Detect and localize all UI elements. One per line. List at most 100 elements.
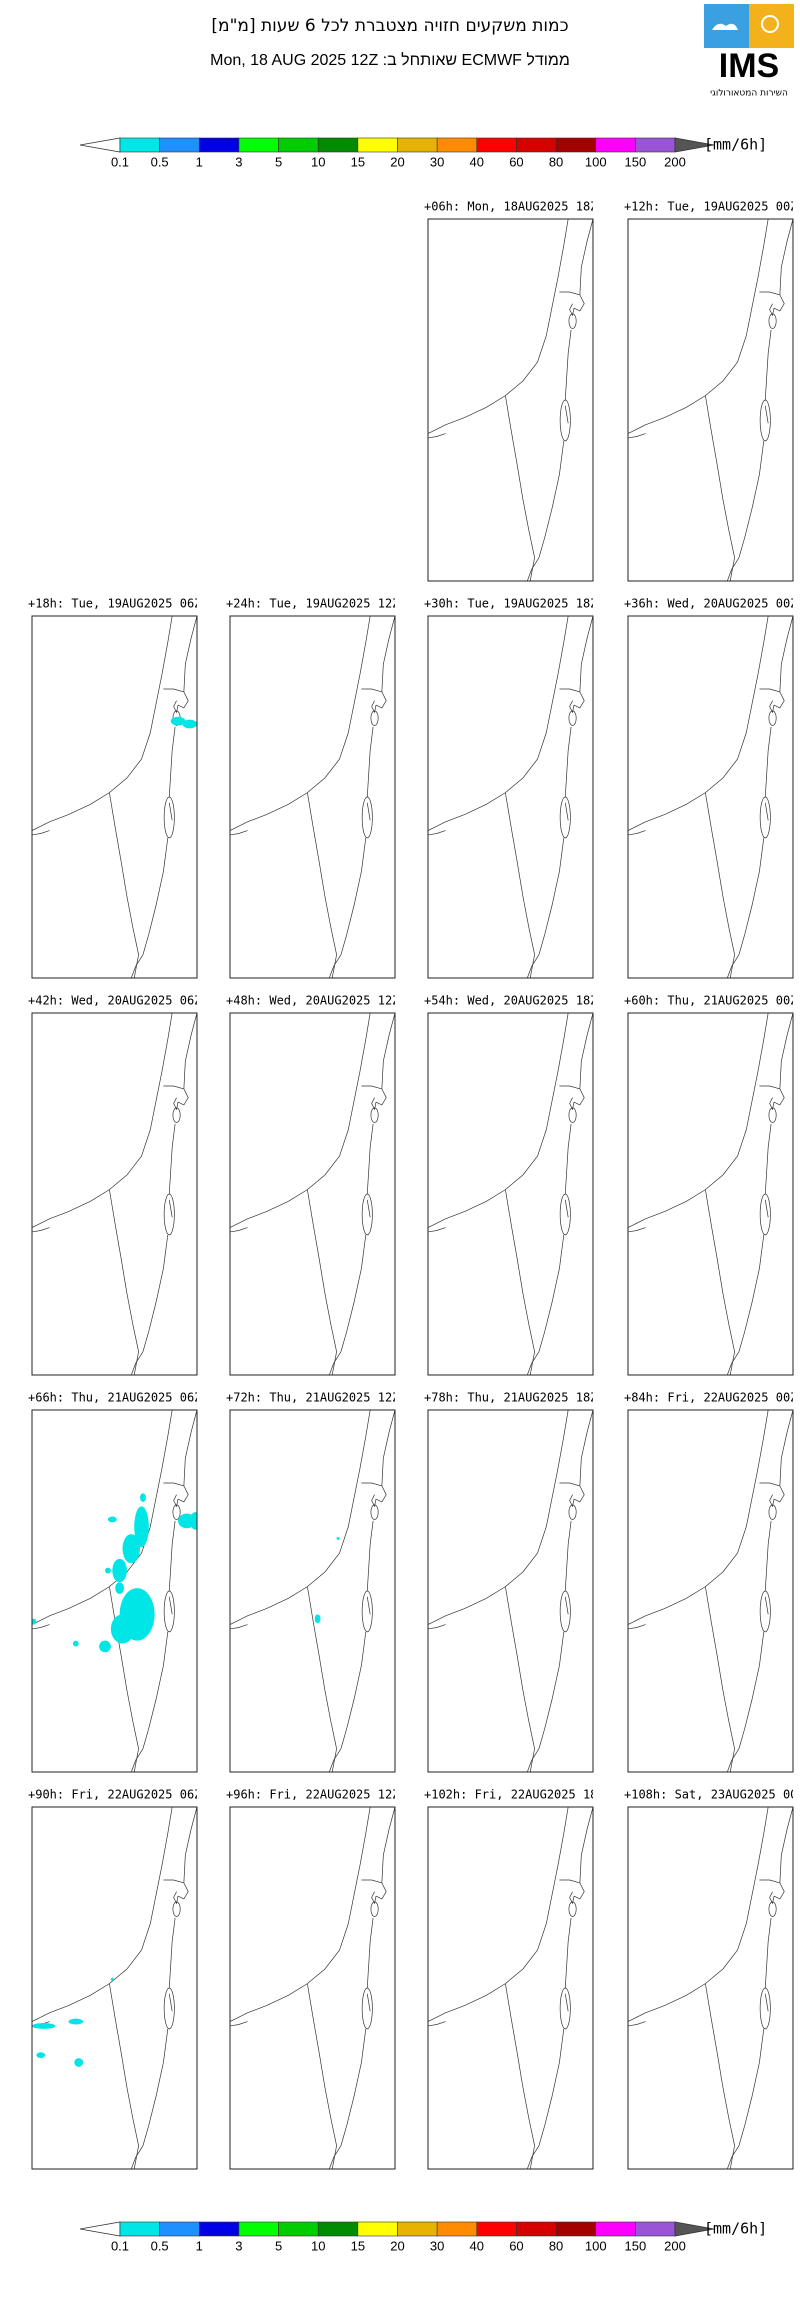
colorbar-label: 150 <box>625 2238 647 2253</box>
map-panel <box>32 616 197 978</box>
panel-label-box: +48h: Wed, 20AUG2025 12Z <box>226 994 399 1008</box>
colorbar-label: 10 <box>311 154 325 169</box>
map-panel <box>628 1410 793 1772</box>
logo: IMS השירות המטאורולוגי <box>704 4 794 99</box>
precip-area <box>189 1512 197 1530</box>
precip-area <box>107 1516 117 1523</box>
panel-frame <box>229 1409 396 1773</box>
precip-area <box>314 1614 321 1624</box>
map-panel <box>628 616 793 978</box>
panel-frame <box>627 1012 794 1376</box>
colorbar: 0.1 0.5 1 3 5 10 15 20 30 40 60 80 100 150 200 [mm/6h] <box>79 2220 767 2253</box>
panel-frame <box>427 1012 594 1376</box>
map-panel <box>628 219 793 581</box>
colorbar-label: 80 <box>549 154 563 169</box>
panel-label-box: +36h: Wed, 20AUG2025 00Z <box>624 597 797 611</box>
colorbar-swatch <box>397 137 438 153</box>
panel-frame <box>427 1409 594 1773</box>
panel-frame <box>31 1409 198 1773</box>
precip-area <box>122 1534 141 1564</box>
subtitle: ממודל ECMWF שאותחל ב: Mon, 18 AUG 2025 1… <box>210 52 570 69</box>
panel-label: +42h: Wed, 20AUG2025 06Z <box>28 994 201 1008</box>
map-outline <box>230 1410 395 1772</box>
precip-area <box>140 1493 146 1502</box>
map-outline <box>428 616 593 978</box>
colorbar-swatch <box>595 2221 636 2237</box>
panel-label: +96h: Fri, 22AUG2025 12Z <box>226 1788 399 1802</box>
colorbar-swatch <box>595 137 636 153</box>
panel-frame <box>427 218 594 582</box>
panel-label-box: +54h: Wed, 20AUG2025 18Z <box>424 994 597 1008</box>
colorbar-high-end <box>674 2221 715 2237</box>
precip-area <box>182 719 197 729</box>
colorbar-swatch <box>436 2221 478 2237</box>
precip-area <box>99 1640 111 1653</box>
panel-label: +36h: Wed, 20AUG2025 00Z <box>624 597 797 611</box>
panel-label-box: +108h: Sat, 23AUG2025 00Z <box>624 1788 800 1802</box>
colorbar-swatch <box>635 137 676 153</box>
precip-area <box>110 1977 114 1981</box>
colorbar-label: 15 <box>351 2238 365 2253</box>
panel-label-box: +24h: Tue, 19AUG2025 12Z <box>226 597 399 611</box>
panel-label-box: +78h: Thu, 21AUG2025 18Z <box>424 1391 597 1405</box>
colorbar-label: 1 <box>196 154 203 169</box>
colorbar-label: 40 <box>470 154 484 169</box>
colorbar-high-end <box>674 137 715 153</box>
precip-area <box>336 1536 340 1540</box>
map-outline <box>32 1807 197 2169</box>
colorbar-low-end <box>79 2221 121 2237</box>
map-panel <box>428 1807 593 2169</box>
panel-frame <box>427 615 594 979</box>
map-outline <box>428 1410 593 1772</box>
panel-label-box: +66h: Thu, 21AUG2025 06Z <box>28 1391 197 1405</box>
panel-frame <box>31 615 198 979</box>
map-outline <box>628 1013 793 1375</box>
map-panel <box>230 1807 395 2169</box>
colorbar-label: 150 <box>625 154 647 169</box>
precip-area <box>134 1506 149 1548</box>
map-outline <box>628 1807 793 2169</box>
colorbar-label: 1 <box>196 2238 203 2253</box>
panel-label-box: +30h: Tue, 19AUG2025 18Z <box>424 597 593 611</box>
panel-label: +78h: Thu, 21AUG2025 18Z <box>424 1391 597 1405</box>
panel-label: +72h: Thu, 21AUG2025 12Z <box>226 1391 399 1405</box>
panel-label: +48h: Wed, 20AUG2025 12Z <box>226 994 399 1008</box>
panel-label: +54h: Wed, 20AUG2025 18Z <box>424 994 597 1008</box>
panel-label-box: +18h: Tue, 19AUG2025 06Z <box>28 597 197 611</box>
colorbar-swatch <box>397 2221 438 2237</box>
precip-area <box>32 2023 56 2029</box>
colorbar-swatch <box>436 137 478 153</box>
colorbar-swatch <box>317 137 359 153</box>
map-panel <box>32 1410 197 1772</box>
map-outline <box>230 1013 395 1375</box>
map-outline <box>428 1013 593 1375</box>
colorbar-unit: [mm/6h] <box>704 136 767 154</box>
colorbar-swatch <box>555 2221 597 2237</box>
map-panel <box>428 616 593 978</box>
colorbar-label: 30 <box>430 2238 444 2253</box>
panel-label: +102h: Fri, 22AUG2025 18Z <box>424 1788 605 1802</box>
colorbar-swatch <box>238 2221 279 2237</box>
panel-frame <box>229 1806 396 2170</box>
panel-label: +108h: Sat, 23AUG2025 00Z <box>624 1788 800 1802</box>
map-outline <box>230 616 395 978</box>
colorbar: 0.1 0.5 1 3 5 10 15 20 30 40 60 80 100 150 200 [mm/6h] <box>79 136 767 169</box>
panel-label: +60h: Thu, 21AUG2025 00Z <box>624 994 797 1008</box>
colorbar-swatch <box>476 2221 517 2237</box>
colorbar-label: 60 <box>509 2238 523 2253</box>
panel-label: +24h: Tue, 19AUG2025 12Z <box>226 597 399 611</box>
panel-frame <box>427 1806 594 2170</box>
panel-frame <box>627 1409 794 1773</box>
colorbar-label: 0.5 <box>151 154 169 169</box>
panel-label-box: +84h: Fri, 22AUG2025 00Z <box>624 1391 793 1405</box>
map-panel <box>230 1013 395 1375</box>
map-outline <box>230 1807 395 2169</box>
panel-frame <box>229 1012 396 1376</box>
precip-area <box>105 1567 111 1574</box>
colorbar-label: 15 <box>351 154 365 169</box>
colorbar-swatch <box>238 137 279 153</box>
panel-frame <box>627 615 794 979</box>
colorbar-label: 40 <box>470 2238 484 2253</box>
colorbar-label: 200 <box>664 2238 686 2253</box>
